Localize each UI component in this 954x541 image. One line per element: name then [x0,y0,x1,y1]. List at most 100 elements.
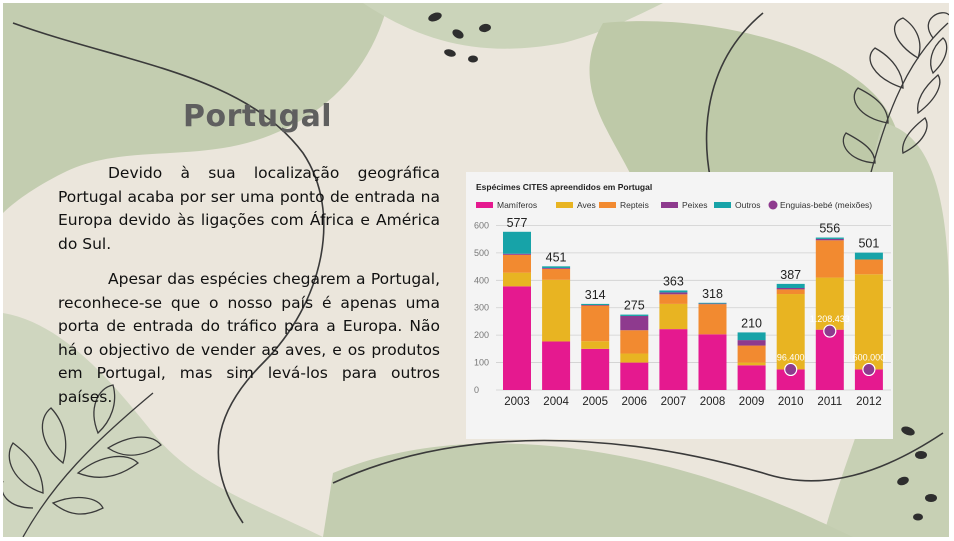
dots-bottom-right [897,426,937,521]
bar-2006-1 [620,353,649,363]
total-label-2009: 210 [741,316,762,330]
x-tick-2012: 2012 [856,396,882,408]
paragraph-1: Devido à sua localização geográfica Port… [58,164,440,253]
bar-2011-1 [815,277,844,330]
chart-container: Espécimes CITES apreendidos em Portugal … [466,172,893,439]
overlay-label-2011: 1.208.433 [810,314,850,324]
bar-2011-2 [815,240,844,278]
y-tick-1: 100 [474,358,489,368]
bar-2009-2 [737,345,766,363]
bar-2006-2 [620,330,649,354]
bar-2008-2 [698,304,727,335]
chart-overlay: 96.400 1.208.433 600.000 [777,314,885,377]
bar-2007-1 [659,303,688,330]
bar-2005-2 [581,305,610,342]
overlay-point-2012 [862,362,876,377]
bar-2006-4 [620,314,649,316]
total-label-2012: 501 [858,237,879,251]
bar-2003-3 [503,253,531,255]
bar-2011-3 [815,238,844,241]
top-left-leaf-blob [3,3,388,213]
stacked-bar-chart: Espécimes CITES apreendidos em Portugal … [474,182,891,408]
bar-2007-3 [659,292,688,295]
bar-2008-0 [698,334,727,390]
x-tick-2005: 2005 [582,396,608,408]
overlay-label-2010: 96.400 [777,352,805,362]
bar-2008-3 [698,303,727,305]
legend-swatch-2 [599,202,616,208]
slide-title: Portugal [183,99,333,134]
x-tick-2006: 2006 [622,396,648,408]
bar-2012-2 [854,259,883,275]
bar-2007-4 [659,290,688,293]
y-tick-4: 400 [474,275,489,285]
x-tick-2010: 2010 [778,396,804,408]
bar-2005-4 [581,303,610,305]
overlay-point-2011 [823,324,837,338]
total-label-2008: 318 [702,287,723,301]
bar-2006-0 [620,362,649,390]
total-label-2011: 556 [819,222,840,236]
curve-line-3 [332,432,944,484]
bar-2012-1 [854,274,883,370]
bar-2003-2 [503,254,531,273]
legend-swatch-1 [556,202,573,208]
bar-2004-1 [542,279,571,342]
bar-2009-4 [737,332,766,341]
y-tick-6: 600 [474,220,489,230]
paragraph-2: Apesar das espécies chegarem a Portugal,… [58,270,440,406]
bar-2003-1 [503,272,531,287]
dots-top [428,12,491,63]
bar-2009-3 [737,340,766,346]
bar-2012-0 [854,369,883,390]
total-label-2007: 363 [663,274,684,288]
x-tick-2007: 2007 [661,396,687,408]
bar-2003-0 [503,286,531,390]
curve-line-1 [12,22,325,524]
bar-2007-0 [659,329,688,390]
bar-2010-1 [776,294,805,370]
bar-2011-4 [815,237,844,239]
legend-label-0: Mamíferos [497,200,537,210]
bottom-left-blob [3,313,323,537]
total-label-2005: 314 [585,288,606,302]
bar-2003-4 [503,231,531,254]
leaf-branch-left [3,384,162,537]
y-tick-0: 0 [474,385,479,395]
bar-2004-3 [542,267,571,269]
total-label-2006: 275 [624,299,645,313]
x-tick-2011: 2011 [817,396,842,408]
bar-2009-0 [737,365,766,390]
bar-2010-2 [776,289,805,295]
chart-x-axis: 2003 2004 2005 2006 2007 2008 2009 2010 2011 2012 [504,396,881,408]
legend-label-2: Repteis [620,200,649,210]
x-tick-2008: 2008 [700,396,726,408]
overlay-point-2010 [784,362,798,377]
legend-swatch-0 [476,202,493,208]
total-label-2004: 451 [546,250,567,264]
bar-2009-1 [737,362,766,366]
bar-2004-0 [542,341,571,390]
y-tick-5: 500 [474,248,489,258]
legend-label-1: Aves [577,200,596,210]
bar-2007-2 [659,294,688,304]
total-label-2003: 577 [507,216,528,230]
chart-legend: Mamíferos Aves Repteis Peixes Outros Enguias-… [476,200,872,210]
legend-swatch-4 [714,202,731,208]
bar-2004-4 [542,266,571,268]
chart-title: Espécimes CITES apreendidos em Portugal [476,182,652,192]
x-tick-2003: 2003 [504,396,530,408]
chart-bars: 577 451 314 275 363 318 210 387 556 501 [503,216,883,390]
bar-2004-2 [542,268,571,280]
bar-2005-0 [581,348,610,390]
bar-2010-0 [776,369,805,390]
bar-2008-4 [698,302,727,304]
y-tick-3: 300 [474,303,489,313]
bar-2005-1 [581,341,610,349]
bottom-green-blob [323,443,853,537]
legend-swatch-overlay [768,200,778,210]
y-tick-2: 200 [474,330,489,340]
legend-label-3: Peixes [682,200,708,210]
legend-swatch-3 [661,202,678,208]
x-tick-2009: 2009 [739,396,765,408]
